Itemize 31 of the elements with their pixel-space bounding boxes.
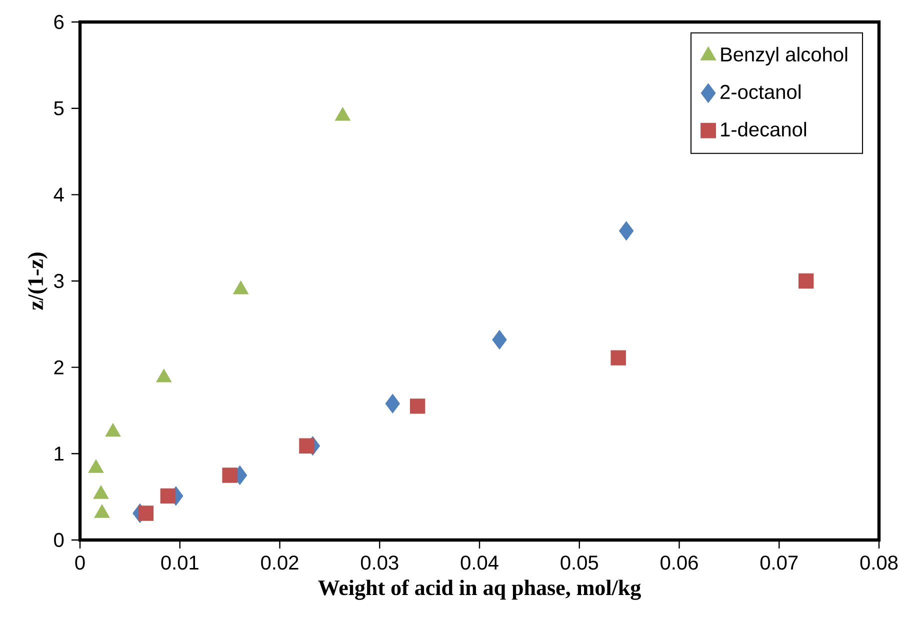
point bbox=[798, 273, 814, 289]
point bbox=[222, 468, 238, 483]
legend-label: 2-octanol bbox=[720, 84, 800, 100]
point bbox=[138, 506, 154, 521]
y-tick-label: 6 bbox=[54, 14, 64, 30]
x-tick-label: 0.01 bbox=[161, 556, 198, 570]
x-axis-title: Weight of acid in aq phase, mol/kg bbox=[318, 579, 641, 600]
point bbox=[385, 394, 400, 414]
x-tick-label: 0.05 bbox=[560, 556, 598, 570]
point bbox=[619, 221, 634, 241]
legend-label: 1-decanol bbox=[721, 122, 806, 137]
x-tick-label: 0.07 bbox=[760, 556, 798, 570]
x-tick-label: 0 bbox=[75, 556, 85, 570]
point bbox=[299, 438, 314, 454]
point bbox=[410, 398, 426, 414]
x-tick-label: 0.02 bbox=[261, 556, 298, 570]
x-tick-label: 0.03 bbox=[360, 556, 398, 570]
y-tick-label: 4 bbox=[54, 188, 64, 202]
y-tick-label: 0 bbox=[54, 532, 64, 548]
x-tick-label: 0.04 bbox=[460, 556, 498, 570]
y-tick-label: 2 bbox=[54, 360, 64, 374]
x-tick-label: 0.08 bbox=[860, 556, 898, 570]
legend-label: Benzyl alcohol bbox=[721, 46, 848, 66]
point bbox=[610, 350, 626, 366]
point bbox=[492, 330, 507, 350]
y-axis-title: z/(1-z) bbox=[28, 252, 48, 310]
point bbox=[160, 488, 176, 504]
x-tick-label: 0.06 bbox=[660, 556, 698, 570]
y-tick-label: 5 bbox=[54, 101, 64, 116]
y-tick-label: 3 bbox=[54, 274, 64, 288]
y-tick-label: 1 bbox=[54, 446, 64, 461]
